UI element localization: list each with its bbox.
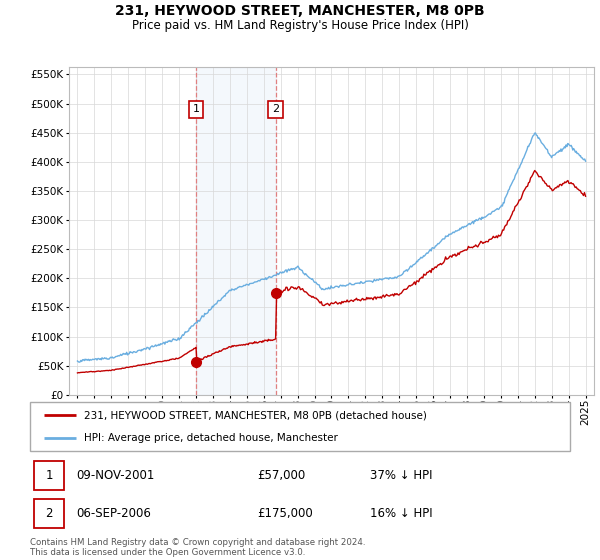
Text: HPI: Average price, detached house, Manchester: HPI: Average price, detached house, Manc… (84, 433, 338, 444)
Text: 2: 2 (46, 507, 53, 520)
Text: 1: 1 (193, 104, 200, 114)
Text: Price paid vs. HM Land Registry's House Price Index (HPI): Price paid vs. HM Land Registry's House … (131, 19, 469, 32)
FancyBboxPatch shape (34, 461, 64, 490)
Text: 16% ↓ HPI: 16% ↓ HPI (370, 507, 433, 520)
Text: 09-NOV-2001: 09-NOV-2001 (76, 469, 154, 482)
Text: 06-SEP-2006: 06-SEP-2006 (76, 507, 151, 520)
Text: 2: 2 (272, 104, 279, 114)
Text: 231, HEYWOOD STREET, MANCHESTER, M8 0PB: 231, HEYWOOD STREET, MANCHESTER, M8 0PB (115, 4, 485, 18)
Text: Contains HM Land Registry data © Crown copyright and database right 2024.
This d: Contains HM Land Registry data © Crown c… (30, 538, 365, 557)
Text: £57,000: £57,000 (257, 469, 305, 482)
FancyBboxPatch shape (30, 402, 570, 451)
Bar (196, 67, 275, 395)
Text: 37% ↓ HPI: 37% ↓ HPI (370, 469, 433, 482)
Text: 231, HEYWOOD STREET, MANCHESTER, M8 0PB (detached house): 231, HEYWOOD STREET, MANCHESTER, M8 0PB … (84, 410, 427, 421)
Text: £175,000: £175,000 (257, 507, 313, 520)
FancyBboxPatch shape (34, 500, 64, 528)
Text: 1: 1 (46, 469, 53, 482)
